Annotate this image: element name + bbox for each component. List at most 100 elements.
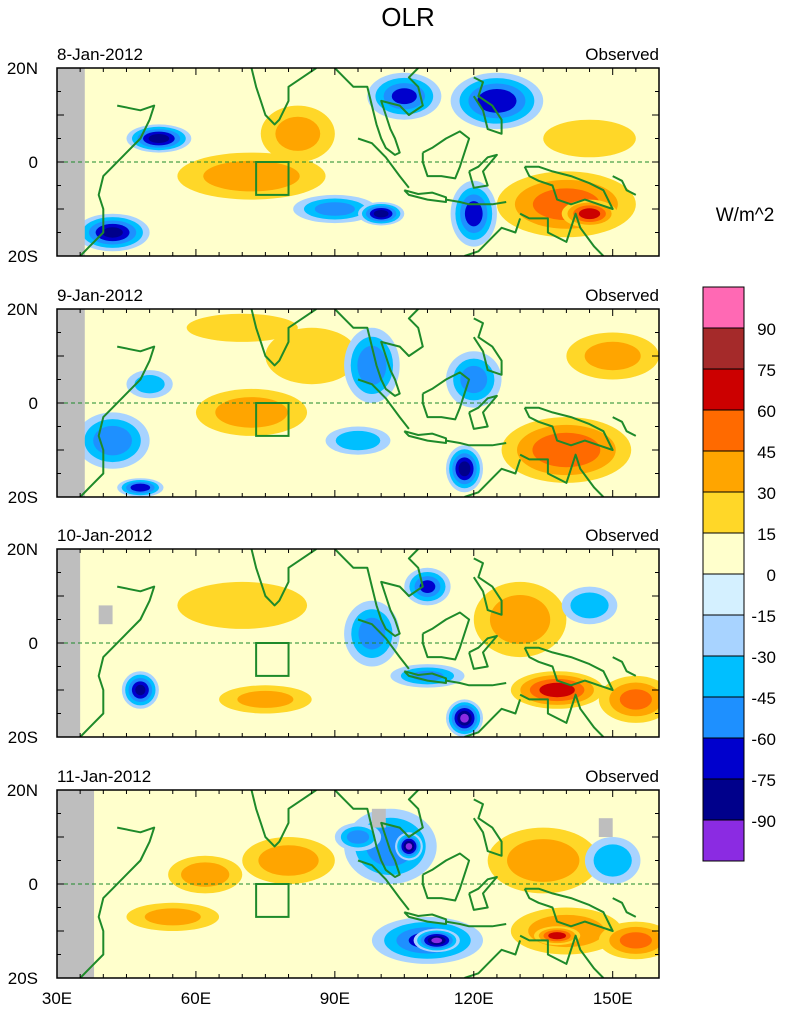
coastline — [523, 887, 614, 932]
coastline — [464, 940, 522, 978]
coastline — [445, 198, 507, 206]
coastline — [357, 378, 410, 430]
olr-anomaly-contour — [148, 134, 170, 143]
colorbar-label: -75 — [751, 771, 776, 790]
olr-anomaly-contour — [186, 313, 298, 342]
chart-title: OLR — [381, 2, 434, 32]
coastline — [334, 68, 424, 156]
missing-data — [98, 605, 113, 625]
olr-anomaly-contour — [237, 690, 294, 708]
panel-date: 8-Jan-2012 — [57, 45, 143, 64]
olr-anomaly-contour — [489, 595, 551, 644]
panel-field — [57, 68, 659, 256]
coastline — [357, 137, 410, 189]
colorbar-swatch — [702, 778, 745, 821]
coastline — [421, 130, 471, 180]
panel-4: 20S 0 20N 11-Jan-2012 Observed — [7, 767, 660, 988]
olr-anomaly-contour — [619, 932, 652, 949]
coastline — [250, 790, 317, 848]
coastline — [519, 934, 605, 978]
coastline — [523, 646, 614, 691]
olr-anomaly-contour — [134, 375, 165, 394]
olr-anomaly-contour — [570, 592, 609, 619]
colorbar-swatch — [702, 655, 745, 698]
missing-data — [371, 808, 386, 828]
coastline — [523, 406, 614, 451]
coastline — [472, 76, 503, 135]
index-box — [255, 883, 290, 918]
panel-label: Observed — [585, 767, 659, 786]
panel-date: 10-Jan-2012 — [57, 526, 152, 545]
x-axis: 30E 60E 90E 120E 150E — [42, 989, 633, 1008]
colorbar-label: -60 — [751, 730, 776, 749]
olr-anomaly-contour — [477, 88, 517, 113]
colorbar-label: 45 — [757, 443, 776, 462]
colorbar-swatch — [702, 286, 745, 329]
colorbar-label: 60 — [757, 402, 776, 421]
coastline — [468, 153, 498, 189]
coastline — [472, 557, 503, 616]
olr-anomaly-contour — [135, 684, 146, 696]
olr-anomaly-contour — [460, 365, 488, 394]
panel-field — [57, 309, 659, 497]
olr-anomaly-contour — [431, 937, 443, 944]
olr-anomaly-contour — [275, 116, 321, 151]
coastline — [79, 345, 156, 497]
panel-label: Observed — [585, 526, 659, 545]
missing-data — [598, 818, 613, 837]
colorbar-label: 15 — [757, 525, 776, 544]
colorbar-swatch — [702, 573, 745, 616]
olr-anomaly-contour — [314, 202, 355, 216]
olr-anomaly-contour — [391, 88, 417, 105]
olr-anomaly-contour — [539, 682, 575, 698]
olr-anomaly-contour — [593, 844, 632, 877]
colorbar-swatch — [702, 368, 745, 411]
coastline — [445, 439, 507, 447]
colorbar-swatch — [702, 409, 745, 452]
colorbar-label: -90 — [751, 812, 776, 831]
coastline — [445, 920, 507, 928]
coastline — [79, 585, 156, 737]
y-tick-label: 20S — [8, 969, 38, 988]
olr-anomaly-contour — [258, 845, 319, 876]
coastline — [421, 852, 471, 902]
olr-anomaly-contour — [203, 160, 300, 192]
x-tick-label: 90E — [320, 989, 350, 1008]
colorbar-swatch — [702, 737, 745, 780]
coastline — [250, 309, 317, 367]
coastline — [472, 798, 503, 857]
colorbar-swatch — [702, 614, 745, 657]
y-tick-label: 0 — [29, 875, 38, 894]
panel-3: 20S 0 20N 10-Jan-2012 Observed — [7, 526, 660, 747]
coastline — [334, 549, 424, 637]
colorbar-label: 30 — [757, 484, 776, 503]
colorbar-swatch — [702, 532, 745, 575]
y-tick-label: 20S — [8, 728, 38, 747]
olr-anomaly-contour — [144, 908, 201, 926]
coastline — [472, 317, 503, 376]
x-tick-label: 150E — [593, 989, 633, 1008]
colorbar-swatch — [702, 450, 745, 493]
olr-anomaly-contour — [419, 580, 436, 593]
coastline — [468, 876, 498, 911]
colorbar-swatch — [702, 819, 745, 862]
olr-anomaly-contour — [373, 209, 389, 218]
colorbar-swatch — [702, 696, 745, 739]
olr-anomaly-contour — [335, 430, 381, 451]
coastline — [612, 175, 637, 196]
panels-group: 20S 0 20N 8-Jan-2012 Observed 20S 0 20N 9-Jan-20… — [7, 45, 660, 988]
coastline — [519, 453, 605, 497]
y-tick-label: 20N — [7, 540, 38, 559]
coastline — [421, 371, 471, 421]
panel-label: Observed — [585, 45, 659, 64]
y-tick-label: 20N — [7, 781, 38, 800]
olr-anomaly-contour — [102, 227, 123, 238]
coastline — [357, 859, 410, 911]
coastline — [464, 218, 522, 256]
olr-anomaly-contour — [130, 483, 151, 492]
coastline — [250, 68, 317, 126]
y-tick-label: 0 — [29, 394, 38, 413]
coastline — [523, 165, 614, 210]
colorbar-label: -45 — [751, 689, 776, 708]
olr-anomaly-contour — [532, 432, 601, 468]
